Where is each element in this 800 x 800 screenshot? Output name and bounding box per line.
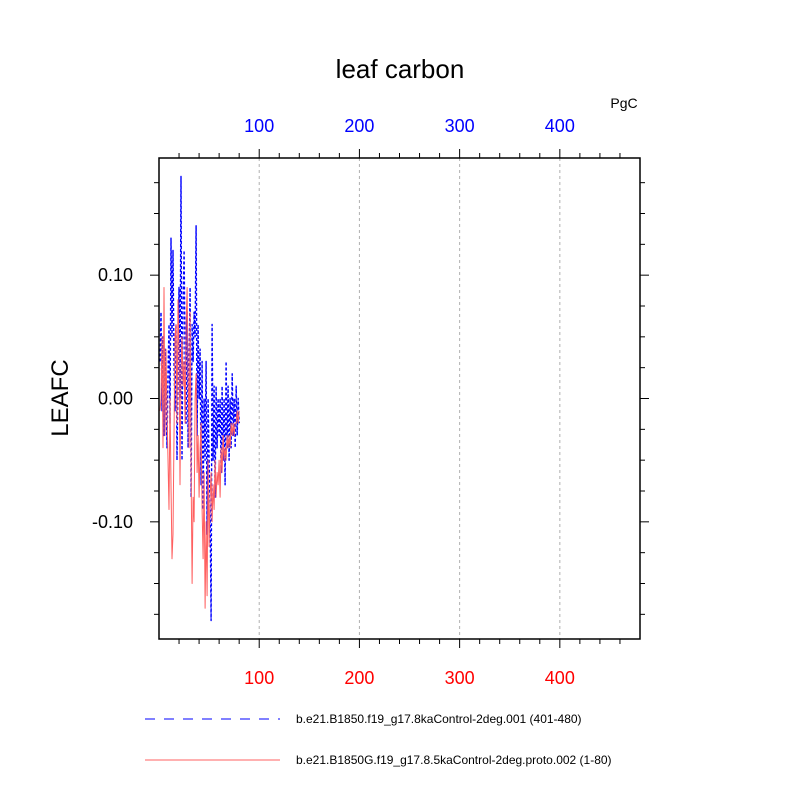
bottom-tick-label: 300 [445,668,475,688]
top-axis-labels: 100 200 300 400 [244,116,575,136]
axis-ticks [150,149,649,648]
top-tick-label: 400 [545,116,575,136]
top-tick-label: 100 [244,116,274,136]
series-line-0 [159,175,240,622]
legend-label: b.e21.B1850G.f19_g17.8.5kaControl-2deg.p… [296,753,612,767]
bottom-tick-label: 200 [344,668,374,688]
legend-label: b.e21.B1850.f19_g17.8kaControl-2deg.001 … [296,712,582,726]
series-layer [159,175,240,622]
units-label: PgC [610,95,637,111]
series-line-1 [159,287,240,609]
legend: b.e21.B1850.f19_g17.8kaControl-2deg.001 … [145,712,612,767]
grid-lines [258,158,561,639]
y-tick-labels: 0.10 0.00 -0.10 [92,265,133,532]
y-tick-label: -0.10 [92,512,133,532]
chart-title: leaf carbon [336,54,465,84]
bottom-axis-labels: 100 200 300 400 [244,668,575,688]
y-tick-label: 0.00 [98,389,133,409]
bottom-tick-label: 400 [545,668,575,688]
bottom-tick-label: 100 [244,668,274,688]
plot-frame [158,157,641,640]
y-axis-label: LEAFC [47,359,74,436]
top-tick-label: 300 [445,116,475,136]
y-tick-label: 0.10 [98,265,133,285]
top-tick-label: 200 [344,116,374,136]
